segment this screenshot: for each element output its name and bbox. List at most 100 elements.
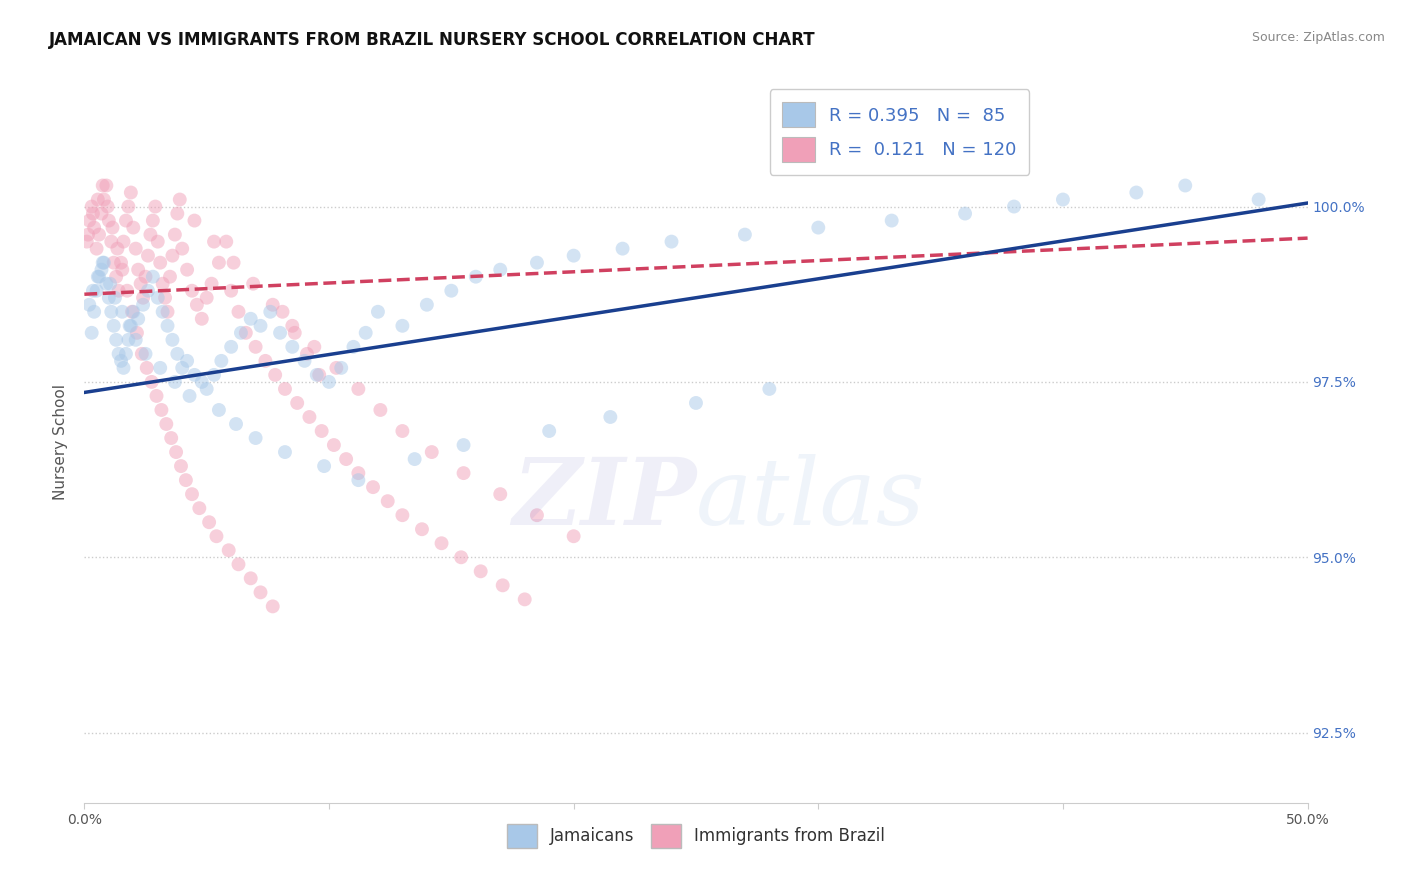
- Point: [229, 326, 252, 340]
- Point: [262, 599, 284, 614]
- Point: [470, 564, 492, 578]
- Point: [274, 445, 297, 459]
- Point: [361, 480, 384, 494]
- Point: [269, 326, 291, 340]
- Point: [107, 284, 129, 298]
- Point: [661, 235, 683, 249]
- Point: [97, 291, 120, 305]
- Point: [162, 333, 184, 347]
- Point: [155, 417, 177, 431]
- Point: [135, 360, 157, 375]
- Point: [136, 284, 159, 298]
- Point: [117, 200, 139, 214]
- Point: [103, 318, 125, 333]
- Point: [391, 318, 413, 333]
- Point: [181, 487, 204, 501]
- Point: [342, 340, 364, 354]
- Point: [298, 409, 321, 424]
- Point: [97, 213, 120, 227]
- Point: [143, 200, 166, 214]
- Point: [86, 284, 108, 298]
- Point: [132, 291, 155, 305]
- Point: [125, 326, 148, 340]
- Point: [186, 298, 208, 312]
- Point: [115, 347, 138, 361]
- Point: [127, 311, 149, 326]
- Point: [284, 326, 307, 340]
- Point: [562, 529, 585, 543]
- Point: [136, 249, 159, 263]
- Point: [245, 340, 267, 354]
- Point: [430, 536, 453, 550]
- Point: [163, 227, 186, 242]
- Point: [489, 487, 512, 501]
- Point: [453, 438, 475, 452]
- Point: [91, 178, 114, 193]
- Point: [80, 200, 103, 214]
- Point: [129, 277, 152, 291]
- Point: [156, 318, 179, 333]
- Point: [391, 424, 413, 438]
- Point: [304, 340, 326, 354]
- Point: [121, 305, 143, 319]
- Point: [100, 305, 122, 319]
- Point: [105, 242, 128, 256]
- Point: [77, 298, 100, 312]
- Point: [453, 466, 475, 480]
- Point: [391, 508, 413, 523]
- Point: [105, 333, 128, 347]
- Point: [82, 206, 104, 220]
- Point: [235, 326, 257, 340]
- Point: [198, 515, 221, 529]
- Point: [208, 403, 231, 417]
- Point: [281, 340, 304, 354]
- Point: [162, 249, 184, 263]
- Point: [87, 227, 110, 242]
- Point: [115, 213, 138, 227]
- Point: [1125, 186, 1147, 200]
- Point: [101, 220, 124, 235]
- Point: [176, 262, 198, 277]
- Point: [271, 305, 294, 319]
- Point: [163, 375, 186, 389]
- Point: [492, 578, 515, 592]
- Point: [526, 255, 548, 269]
- Point: [219, 284, 242, 298]
- Point: [96, 277, 118, 291]
- Point: [377, 494, 399, 508]
- Point: [107, 347, 129, 361]
- Text: JAMAICAN VS IMMIGRANTS FROM BRAZIL NURSERY SCHOOL CORRELATION CHART: JAMAICAN VS IMMIGRANTS FROM BRAZIL NURSE…: [49, 31, 815, 49]
- Point: [97, 200, 120, 214]
- Point: [166, 206, 188, 220]
- Point: [118, 318, 141, 333]
- Point: [110, 255, 132, 269]
- Point: [188, 501, 211, 516]
- Point: [179, 389, 201, 403]
- Point: [249, 585, 271, 599]
- Point: [170, 459, 193, 474]
- Point: [122, 220, 145, 235]
- Point: [93, 255, 115, 269]
- Point: [202, 235, 225, 249]
- Point: [120, 186, 142, 200]
- Point: [318, 375, 340, 389]
- Point: [249, 318, 271, 333]
- Point: [131, 347, 153, 361]
- Point: [264, 368, 287, 382]
- Point: [599, 409, 621, 424]
- Point: [98, 277, 121, 291]
- Point: [562, 249, 585, 263]
- Point: [83, 220, 105, 235]
- Point: [311, 424, 333, 438]
- Point: [807, 220, 830, 235]
- Point: [411, 522, 433, 536]
- Point: [103, 255, 125, 269]
- Point: [225, 417, 247, 431]
- Point: [308, 368, 330, 382]
- Point: [100, 235, 122, 249]
- Point: [91, 255, 114, 269]
- Point: [174, 473, 197, 487]
- Point: [228, 558, 250, 572]
- Point: [354, 326, 377, 340]
- Point: [953, 206, 976, 220]
